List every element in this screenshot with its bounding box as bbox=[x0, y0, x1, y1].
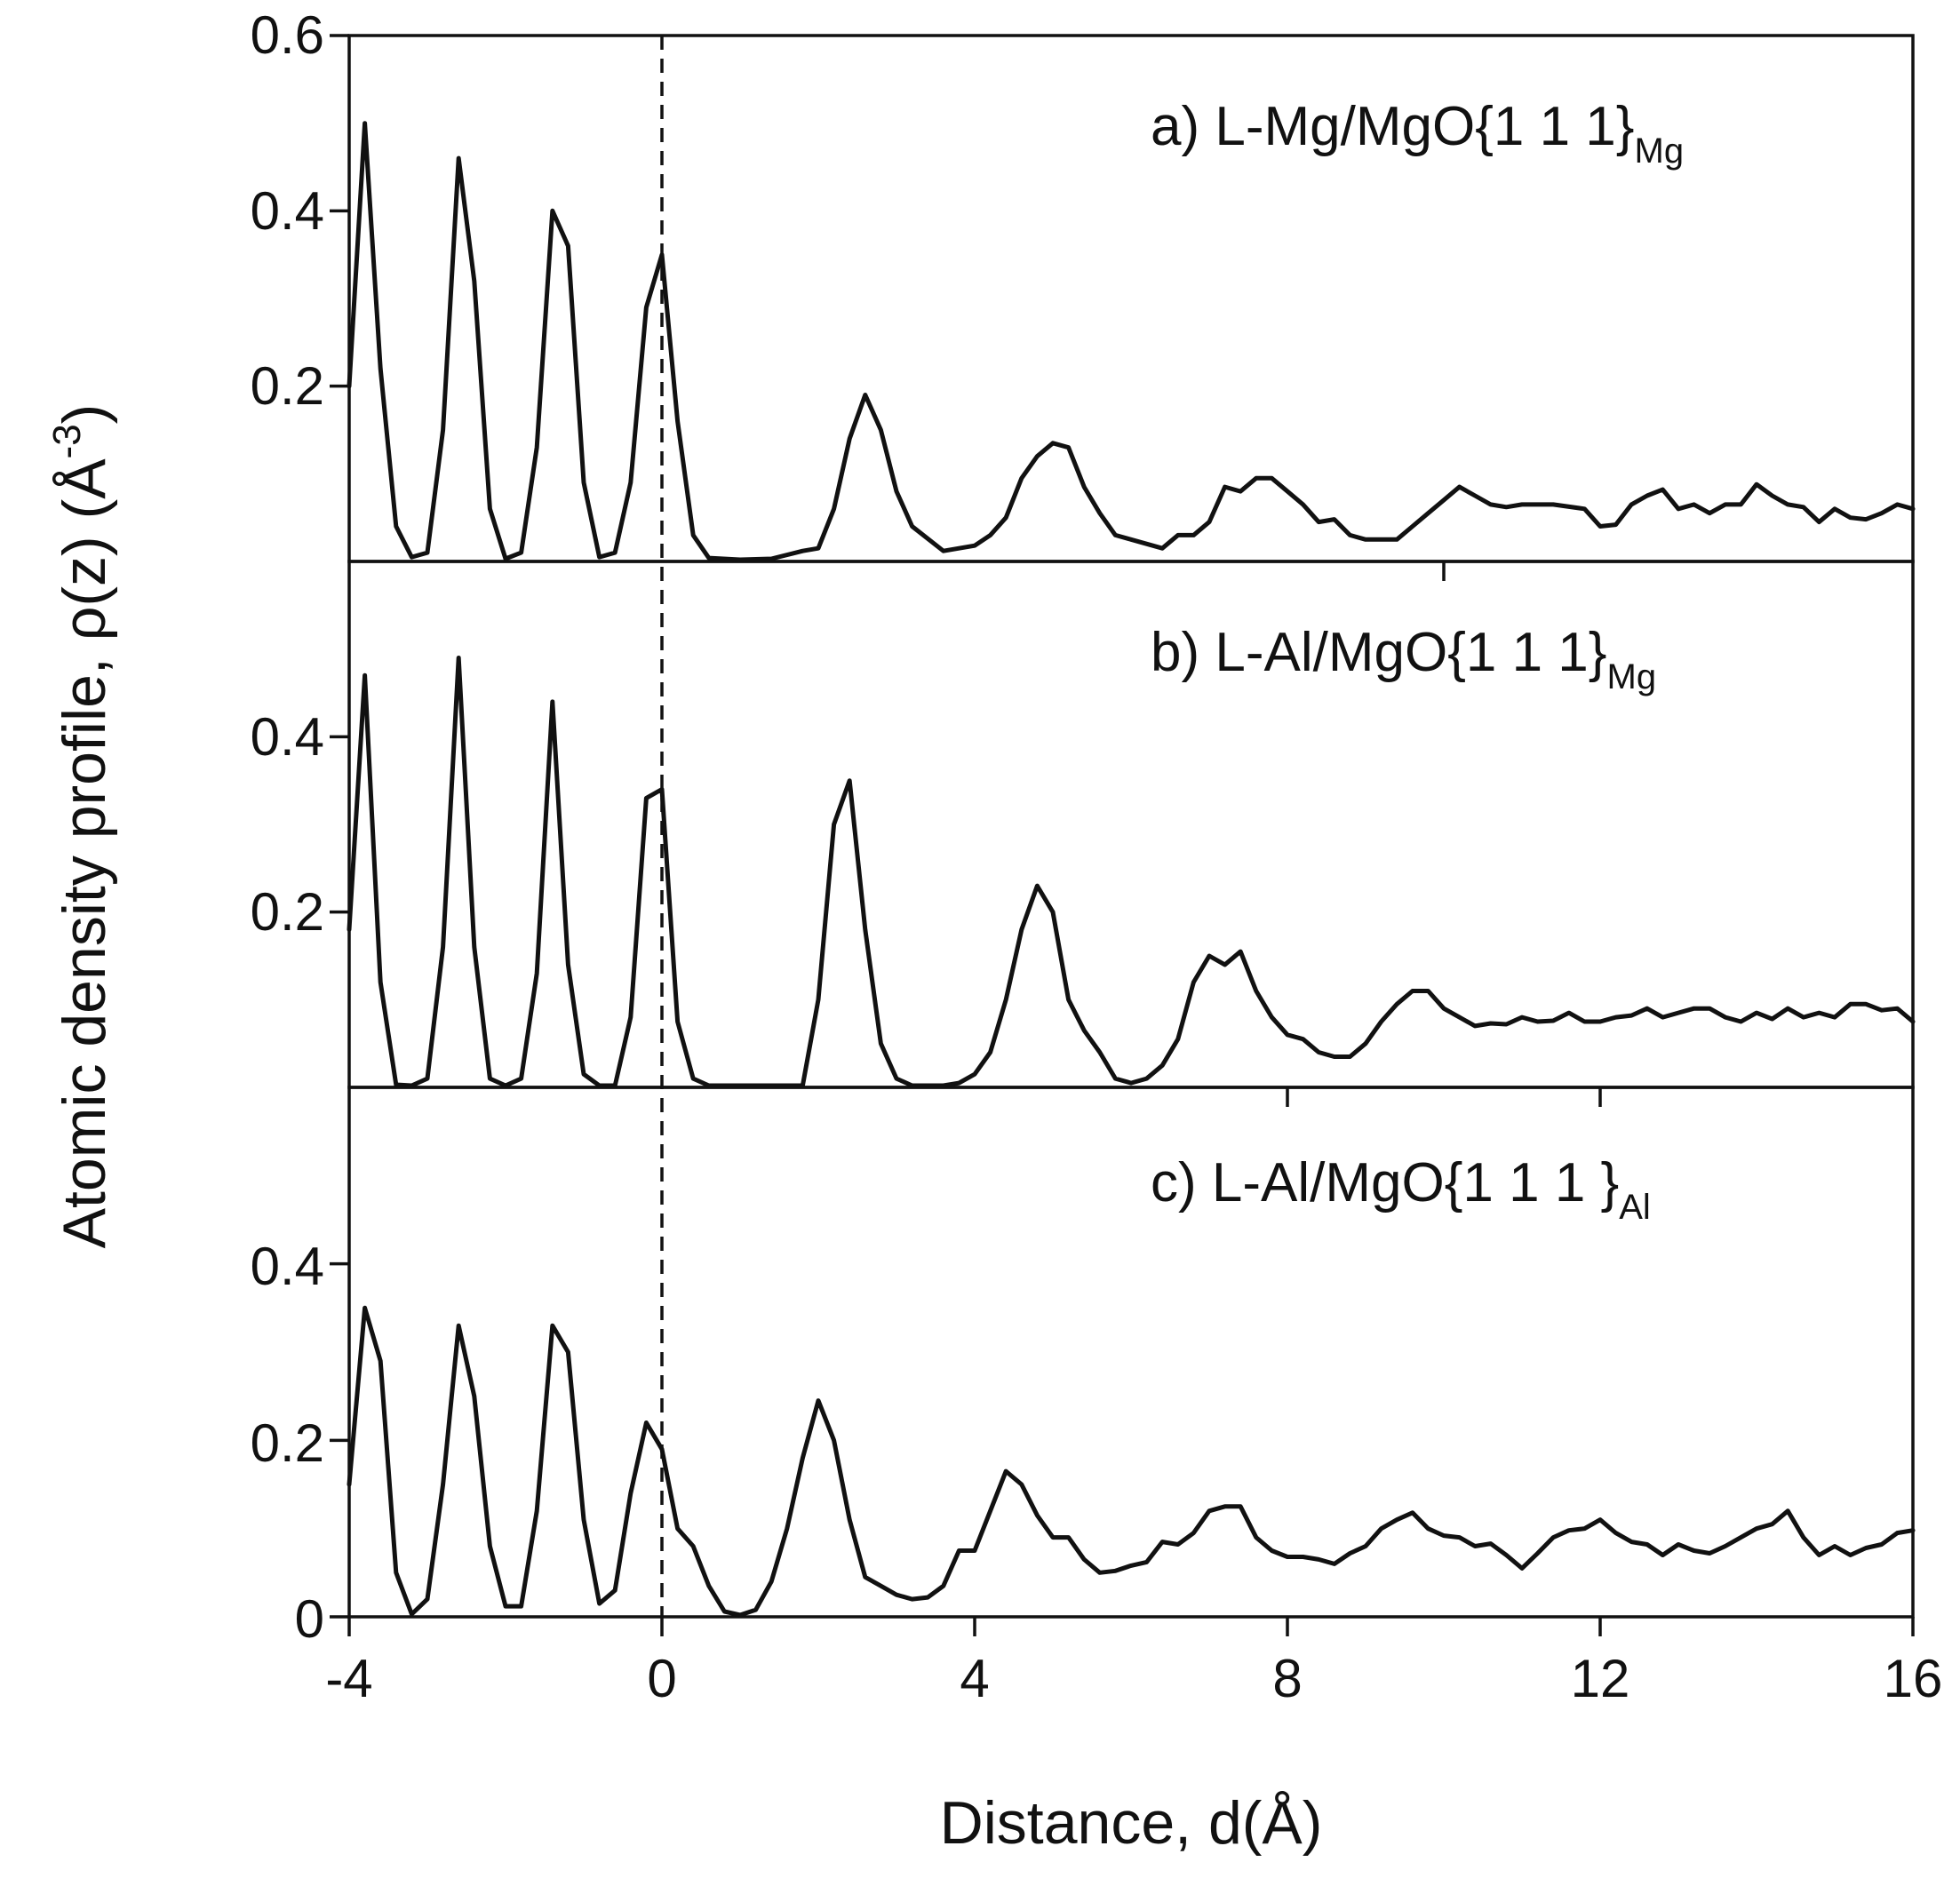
panel-a-label: a) L-Mg/MgO{1 1 1}Mg bbox=[1151, 96, 1684, 171]
panel-b-label-subscript: Mg bbox=[1607, 657, 1657, 696]
y-tick-label: 0 bbox=[295, 1589, 324, 1649]
y-axis-title-close: ) bbox=[51, 404, 118, 425]
panel-b-frame bbox=[347, 560, 1915, 1089]
y-axis-title-text: Atomic density profile, ρ(z) (Å bbox=[51, 458, 118, 1249]
axis-ticks bbox=[330, 34, 1915, 1636]
panel-a-label-subscript: Mg bbox=[1635, 131, 1685, 171]
y-tick-label: 0.4 bbox=[251, 707, 324, 767]
y-axis-title: Atomic density profile, ρ(z) (Å-3) bbox=[45, 404, 118, 1249]
series-line-panel-c bbox=[347, 1305, 1916, 1618]
y-tick-label: 0.2 bbox=[251, 1413, 324, 1473]
x-tick-label: 4 bbox=[960, 1649, 989, 1708]
y-tick-label: 0.6 bbox=[251, 5, 324, 65]
y-tick-label: 0.2 bbox=[251, 882, 324, 942]
series-line-panel-a bbox=[347, 121, 1916, 562]
panel-c-frame bbox=[347, 1086, 1915, 1619]
x-tick-label: 8 bbox=[1272, 1649, 1302, 1708]
series-group bbox=[347, 121, 1916, 1618]
panel-b-label-text: b) L-Al/MgO{1 1 1} bbox=[1151, 622, 1607, 683]
panel-b-label: b) L-Al/MgO{1 1 1}Mg bbox=[1151, 622, 1656, 696]
y-tick-label: 0.4 bbox=[251, 181, 324, 241]
panel-c-label: c) L-Al/MgO{1 1 1 }Al bbox=[1151, 1152, 1651, 1227]
x-tick-label: 16 bbox=[1884, 1649, 1943, 1708]
x-tick-label: 12 bbox=[1571, 1649, 1630, 1708]
panel-c-label-subscript: Al bbox=[1619, 1188, 1651, 1227]
panel-a-label-text: a) L-Mg/MgO{1 1 1} bbox=[1151, 96, 1635, 157]
y-tick-label: 0.4 bbox=[251, 1237, 324, 1296]
y-axis-title-superscript: -3 bbox=[45, 424, 89, 458]
panel-c-label-text: c) L-Al/MgO{1 1 1 } bbox=[1151, 1152, 1619, 1214]
series-line-panel-b bbox=[347, 656, 1916, 1088]
x-tick-label: 0 bbox=[647, 1649, 676, 1708]
x-tick-label: -4 bbox=[325, 1649, 372, 1708]
x-axis-title: Distance, d(Å) bbox=[940, 1789, 1323, 1857]
y-tick-label: 0.2 bbox=[251, 356, 324, 416]
